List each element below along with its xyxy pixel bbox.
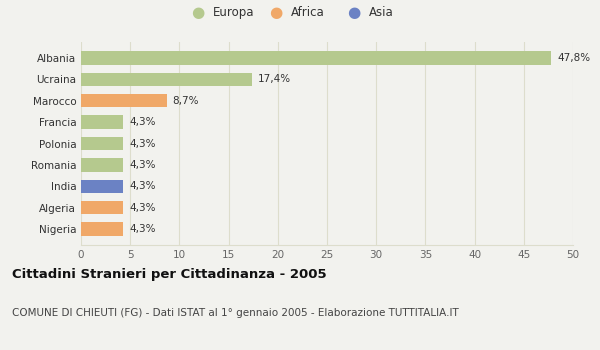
Text: 4,3%: 4,3% bbox=[129, 224, 156, 234]
Text: Europa: Europa bbox=[213, 6, 254, 19]
Text: COMUNE DI CHIEUTI (FG) - Dati ISTAT al 1° gennaio 2005 - Elaborazione TUTTITALIA: COMUNE DI CHIEUTI (FG) - Dati ISTAT al 1… bbox=[12, 308, 459, 318]
Text: 8,7%: 8,7% bbox=[173, 96, 199, 106]
Bar bbox=[81, 51, 551, 64]
Text: 4,3%: 4,3% bbox=[129, 203, 156, 213]
Bar bbox=[81, 223, 124, 236]
Bar bbox=[81, 201, 124, 214]
Bar bbox=[81, 73, 252, 86]
Text: 47,8%: 47,8% bbox=[557, 53, 590, 63]
Text: 4,3%: 4,3% bbox=[129, 160, 156, 170]
Text: 4,3%: 4,3% bbox=[129, 139, 156, 148]
Text: Asia: Asia bbox=[369, 6, 394, 19]
Text: ●: ● bbox=[269, 5, 283, 20]
Bar bbox=[81, 137, 124, 150]
Bar bbox=[81, 158, 124, 172]
Text: 4,3%: 4,3% bbox=[129, 181, 156, 191]
Text: Cittadini Stranieri per Cittadinanza - 2005: Cittadini Stranieri per Cittadinanza - 2… bbox=[12, 268, 326, 281]
Bar bbox=[81, 94, 167, 107]
Bar bbox=[81, 116, 124, 129]
Text: ●: ● bbox=[347, 5, 361, 20]
Text: 4,3%: 4,3% bbox=[129, 117, 156, 127]
Text: 17,4%: 17,4% bbox=[258, 74, 291, 84]
Text: Africa: Africa bbox=[291, 6, 325, 19]
Text: ●: ● bbox=[191, 5, 205, 20]
Bar bbox=[81, 180, 124, 193]
